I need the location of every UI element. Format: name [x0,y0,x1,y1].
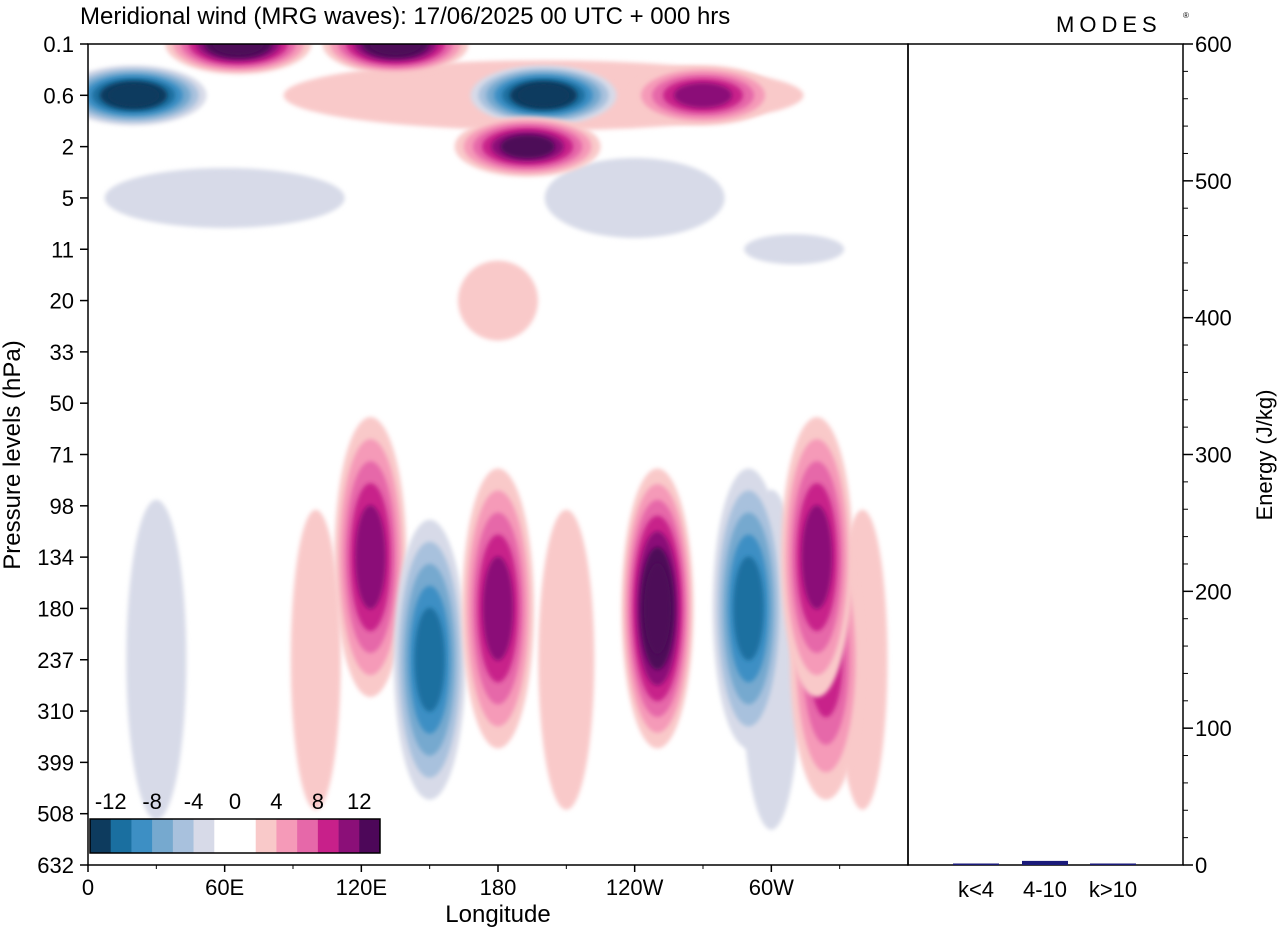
brand-logo: MODES [1056,12,1162,37]
y-tick-label: 0.1 [43,32,74,57]
colorbar-swatch [317,819,339,853]
colorbar-swatch [110,819,132,853]
colorbar-label: 8 [312,789,324,814]
longitude-axis: 0 60E 120E 180 120W 60W [82,865,841,900]
colorbar-swatch [276,819,298,853]
wind-feature [517,84,570,107]
y-tick-label: 134 [37,545,74,570]
chart-title: Meridional wind (MRG waves): 17/06/2025 … [80,3,730,30]
energy-axis: 0 100 200 300 400 500 600 [1183,32,1232,878]
wind-feature [369,44,422,56]
wind-feature [674,82,732,108]
y-tick-label: 11 [51,237,74,262]
colorbar-swatch [90,819,112,853]
x-tick-label: 120W [606,875,664,900]
colorbar-label: -8 [142,789,162,814]
contour-region [458,260,538,341]
colorbar: -12 -8 -4 0 4 8 12 [89,789,381,854]
energy-bar [1090,863,1136,865]
y-tick-label: 71 [50,443,74,468]
wind-feature [414,607,445,712]
colorbar-swatch [214,819,236,853]
y-tick-label: 20 [50,289,74,314]
y-tick-label: 632 [37,853,74,878]
y-tick-label: 33 [50,340,74,365]
colorbar-swatch [297,819,319,853]
colorbar-label: -4 [184,789,204,814]
wind-feature [355,505,386,610]
x-tick-label: 120E [336,875,387,900]
energy-tick-label: 600 [1195,32,1232,57]
energy-axis-title: Energy (J/kg) [1252,390,1277,521]
colorbar-label: 0 [229,789,241,814]
energy-category-label: k<4 [958,877,994,902]
energy-panel-frame [907,43,1184,866]
colorbar-label: 12 [347,789,371,814]
contour-region [538,509,595,810]
x-tick-label: 180 [480,875,517,900]
wind-feature [482,556,514,661]
colorbar-swatch [152,819,174,853]
colorbar-swatch [172,819,194,853]
colorbar-swatch [235,819,257,853]
y-tick-label: 399 [37,750,74,775]
colorbar-swatch [359,819,381,853]
energy-tick-label: 500 [1195,169,1232,194]
pressure-axis: 0.1 0.6 2 5 11 20 33 50 71 98 134 180 237 310 399 508 63… [37,32,88,878]
contour-region [104,167,345,228]
x-tick-label: 0 [82,875,94,900]
colorbar-swatch [193,819,215,853]
energy-tick-label: 0 [1195,853,1207,878]
energy-tick-label: 200 [1195,579,1232,604]
colorbar-swatch [338,819,360,853]
energy-category-label: k>10 [1089,877,1137,902]
y-tick-label: 5 [62,186,74,211]
wind-feature [500,134,555,159]
energy-tick-label: 300 [1195,443,1232,468]
y-tick-label: 180 [37,596,74,621]
colorbar-label: -12 [95,789,127,814]
wind-feature [643,562,672,655]
wind-feature [733,556,764,661]
y-axis-title: Pressure levels (hPa) [0,340,26,569]
wind-feature [107,84,160,107]
y-tick-label: 237 [37,648,74,673]
energy-tick-label: 400 [1195,306,1232,331]
contour-region [126,499,187,820]
wind-feature [212,44,265,56]
y-tick-label: 98 [50,494,74,519]
y-tick-label: 2 [62,135,74,160]
contour-region [544,157,725,238]
y-tick-label: 508 [37,802,74,827]
x-axis-title: Longitude [445,901,550,928]
brand-mark: ® [1183,11,1189,20]
x-tick-label: 60W [749,875,794,900]
colorbar-swatch [255,819,277,853]
y-tick-label: 0.6 [43,83,74,108]
x-tick-label: 60E [205,875,244,900]
energy-category-label: 4-10 [1023,877,1067,902]
contour-region [744,234,845,265]
contour-region [290,509,341,810]
colorbar-swatch [131,819,153,853]
y-tick-label: 310 [37,699,74,724]
colorbar-label: 4 [270,789,282,814]
wind-contours [88,44,888,830]
energy-tick-label: 100 [1195,716,1232,741]
energy-bar [953,863,999,865]
energy-bars: k<4 4-10 k>10 [953,860,1137,902]
colorbar-frame [89,818,381,854]
y-tick-label: 50 [50,391,74,416]
wind-feature [801,505,833,610]
energy-bar [1022,860,1068,865]
